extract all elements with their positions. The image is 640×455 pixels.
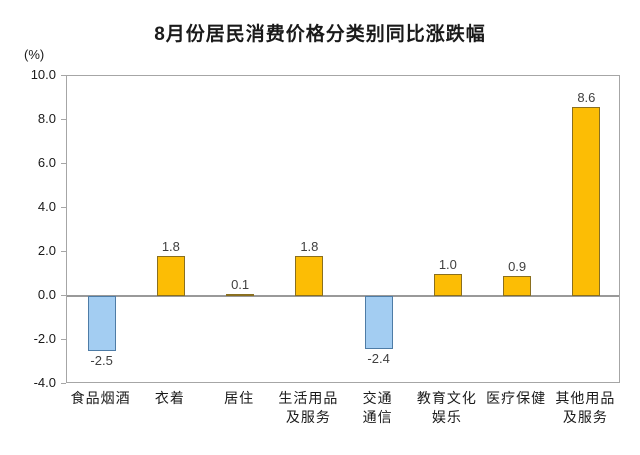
bar: [156, 256, 185, 296]
y-axis-tick-label: -4.0: [33, 375, 56, 390]
y-axis-tick-mark: [61, 294, 66, 296]
bar: [226, 293, 255, 296]
chart-title: 8月份居民消费价格分类别同比涨跌幅: [154, 24, 486, 45]
bar: [433, 274, 462, 296]
y-axis-tick-mark: [61, 250, 66, 252]
y-axis-tick-label: 0.0: [37, 287, 56, 302]
bar-value-label: -2.5: [90, 353, 113, 368]
y-axis-tick-mark: [61, 338, 66, 340]
y-axis-tick-mark: [61, 118, 66, 120]
y-axis-tick-label: 4.0: [37, 199, 56, 214]
bar: [364, 296, 393, 349]
bar: [87, 296, 116, 351]
y-axis-tick-label: 10.0: [30, 67, 56, 82]
y-axis-tick-mark: [61, 206, 66, 208]
x-axis-label: 医疗保健: [486, 390, 547, 406]
bar-value-label: 1.8: [300, 239, 319, 255]
x-axis-label: 教育文化 娱乐: [416, 390, 477, 425]
y-axis-tick-label: -2.0: [33, 331, 56, 346]
y-axis-unit-label: (%): [24, 47, 45, 62]
bar-value-label: 1.0: [438, 257, 457, 272]
x-axis-label: 其他用品 及服务: [555, 390, 616, 425]
x-axis-label: 交通 通信: [362, 390, 393, 425]
x-axis-label: 居住: [224, 390, 255, 406]
bar: [503, 276, 532, 296]
plot-area: -2.5 1.8 0.1 1.8 -2.4 1.0 0.9 8.6: [66, 75, 620, 383]
bar: [572, 106, 601, 296]
y-axis-tick-mark: [61, 162, 66, 164]
bar: [295, 256, 324, 296]
bar-value-label: 0.1: [231, 276, 250, 292]
bar-value-label: -2.4: [367, 350, 390, 366]
y-axis-tick-label: 6.0: [37, 155, 56, 170]
bar-value-label: 8.6: [577, 89, 596, 105]
x-axis-zero-line: [67, 295, 619, 297]
x-axis-label: 食品烟酒: [70, 390, 131, 406]
y-axis-tick-label: 8.0: [37, 111, 56, 126]
bar-value-label: 1.8: [161, 239, 180, 255]
y-axis-tick-mark: [61, 74, 66, 76]
bar-value-label: 0.9: [508, 259, 527, 275]
y-axis-tick-label: 2.0: [37, 243, 56, 258]
x-axis-label: 衣着: [154, 390, 185, 406]
y-axis-tick-mark: [61, 382, 66, 384]
x-axis-label: 生活用品 及服务: [278, 390, 339, 425]
